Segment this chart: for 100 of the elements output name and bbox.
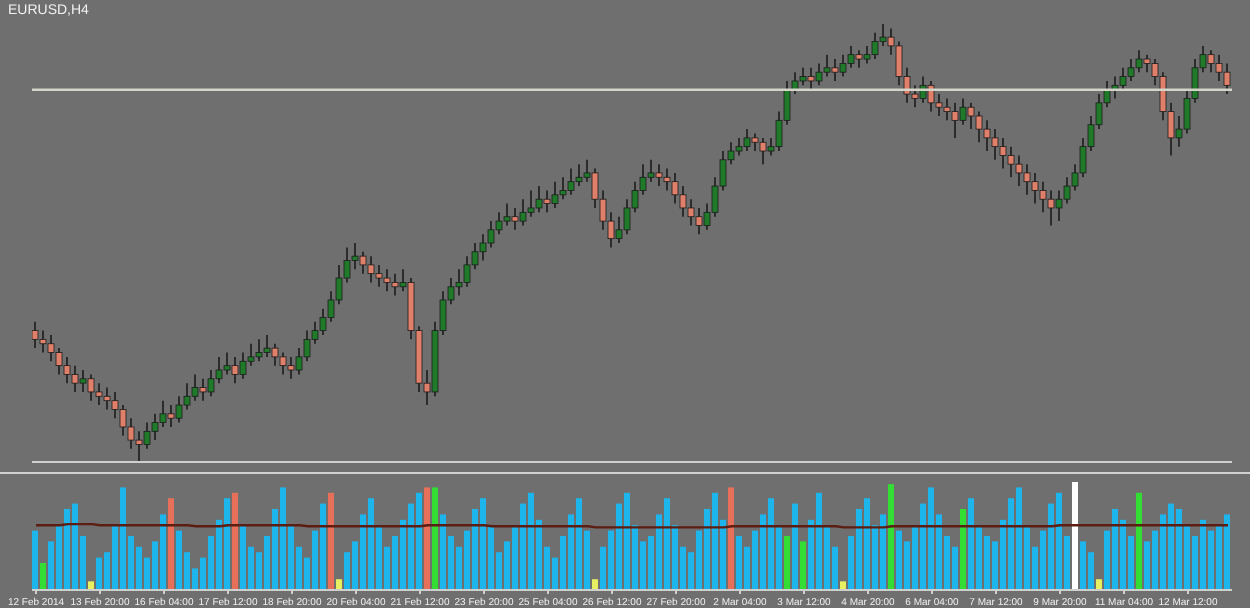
candlestick	[999, 137, 1007, 170]
bar	[792, 503, 798, 590]
candlestick	[847, 45, 855, 69]
candlestick	[39, 329, 47, 354]
candlestick	[927, 80, 935, 113]
candlestick	[1223, 62, 1231, 95]
candlestick	[551, 180, 559, 209]
candlestick	[823, 53, 831, 78]
bar	[840, 581, 846, 590]
bar	[1016, 487, 1022, 590]
bar	[160, 514, 166, 590]
bar	[896, 530, 902, 590]
bar	[168, 498, 174, 590]
candlestick	[239, 351, 247, 380]
bar	[336, 579, 342, 590]
candlestick	[543, 189, 551, 214]
bar	[64, 509, 70, 590]
candlestick	[279, 351, 287, 376]
bar	[328, 492, 334, 590]
candlestick	[1111, 75, 1119, 100]
candlestick	[807, 67, 815, 91]
bar	[32, 530, 38, 590]
candlestick	[695, 207, 703, 236]
candlestick	[63, 356, 71, 384]
candlestick	[575, 163, 583, 187]
bar	[768, 498, 774, 590]
bar	[480, 498, 486, 590]
candlestick	[983, 119, 991, 152]
candlestick	[743, 128, 751, 152]
bar	[592, 579, 598, 590]
bar	[1168, 503, 1174, 590]
candlestick	[167, 404, 175, 428]
candlestick	[231, 356, 239, 384]
candlestick	[815, 62, 823, 87]
candlestick	[1007, 145, 1015, 179]
candlestick	[527, 189, 535, 218]
bar	[528, 492, 534, 590]
bar	[1080, 541, 1086, 590]
bar	[416, 492, 422, 590]
bar	[232, 492, 238, 590]
candlestick	[391, 272, 399, 297]
candlestick	[1047, 189, 1055, 227]
candlestick	[367, 255, 375, 284]
candlestick	[1023, 163, 1031, 196]
candlestick	[103, 386, 111, 411]
candlestick	[655, 163, 663, 187]
bar	[1176, 509, 1182, 590]
candlestick	[1127, 58, 1135, 82]
bar	[1224, 514, 1230, 590]
bar	[320, 503, 326, 590]
candlestick	[32, 321, 39, 349]
candlestick	[71, 364, 79, 393]
bar	[864, 498, 870, 590]
candlestick	[511, 207, 519, 231]
candlestick	[263, 334, 271, 358]
candlestick	[919, 75, 927, 104]
bar	[624, 492, 630, 590]
candlestick	[519, 198, 527, 227]
candlestick	[79, 369, 87, 393]
bar	[96, 557, 102, 590]
bar	[728, 487, 734, 590]
bar	[40, 563, 46, 590]
bar	[960, 509, 966, 590]
bar	[816, 492, 822, 590]
candlestick	[567, 167, 575, 196]
candlestick	[1119, 67, 1127, 91]
bar	[120, 487, 126, 590]
bar	[1200, 519, 1206, 590]
candlestick	[975, 110, 983, 144]
bar	[1112, 509, 1118, 590]
bar	[784, 536, 790, 590]
candlestick	[759, 137, 767, 165]
candlestick	[87, 373, 95, 402]
bar	[424, 487, 430, 590]
candlestick	[95, 382, 103, 406]
candlestick	[287, 356, 295, 380]
bar	[368, 498, 374, 590]
candlestick	[191, 373, 199, 402]
candlestick	[359, 250, 367, 275]
bar	[432, 487, 438, 590]
candlestick	[223, 351, 231, 376]
bar	[888, 484, 894, 590]
bar	[440, 514, 446, 590]
candlestick	[559, 176, 567, 200]
candlestick	[1135, 49, 1143, 73]
bar	[1072, 482, 1078, 590]
bar	[280, 487, 286, 590]
bar	[240, 525, 246, 590]
bar	[712, 492, 718, 590]
bar	[968, 498, 974, 590]
candlestick	[839, 53, 847, 78]
bar	[1096, 579, 1102, 590]
bar	[176, 530, 182, 590]
candlestick	[991, 128, 999, 161]
candlestick	[383, 268, 391, 292]
bar	[576, 498, 582, 590]
bar	[736, 536, 742, 590]
candlestick	[871, 31, 879, 60]
candlestick	[503, 202, 511, 227]
bar	[224, 498, 230, 590]
